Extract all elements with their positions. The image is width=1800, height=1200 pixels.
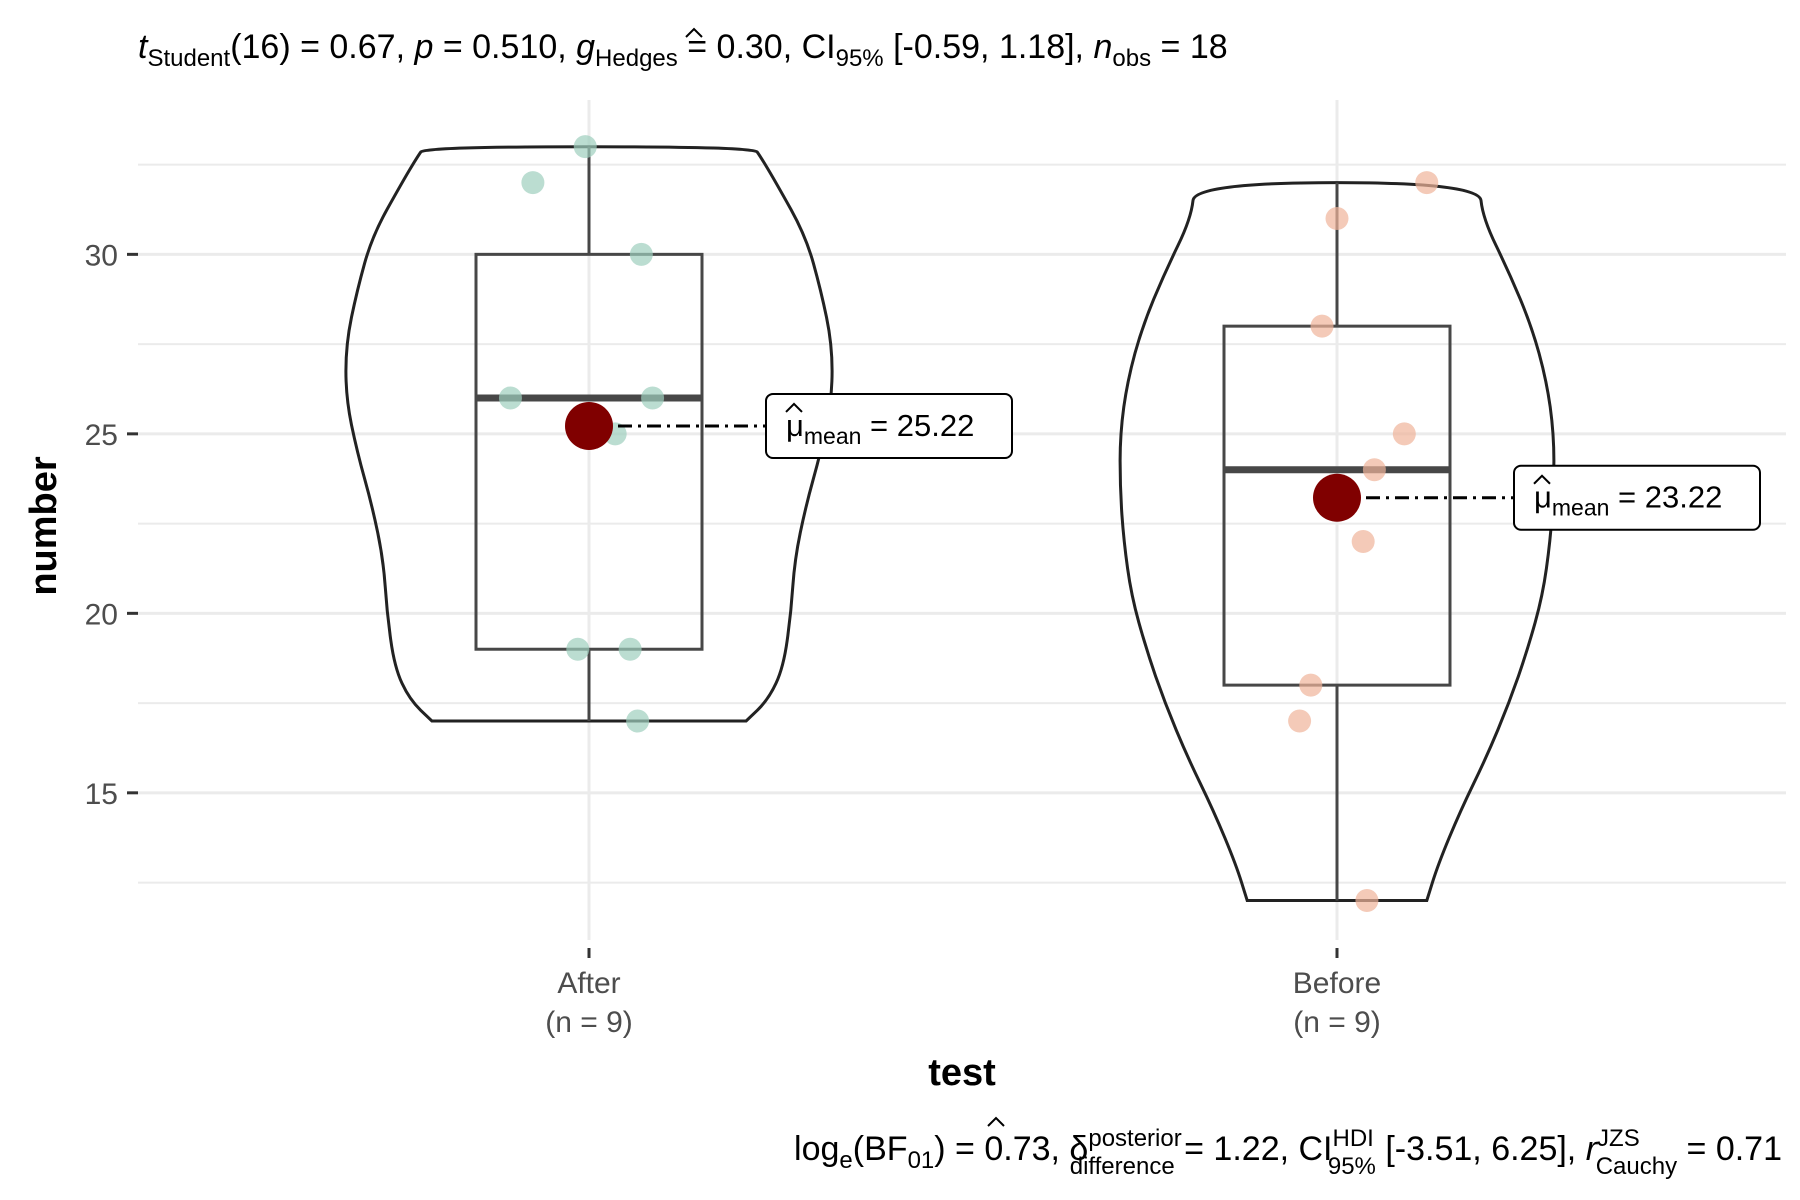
chart-subtitle: tStudent(16) = 0.67, p = 0.510, gHedges …: [138, 28, 1228, 72]
data-point: [1362, 458, 1386, 482]
data-point: [566, 637, 590, 661]
y-tick-label: 30: [85, 239, 118, 272]
data-point: [1415, 171, 1439, 195]
caption-r-sub: Cauchy: [1596, 1153, 1677, 1180]
mean-label-box: [1513, 464, 1761, 531]
subtitle-stat: t: [138, 28, 149, 66]
box-before: [1222, 324, 1452, 687]
caption-bf-sub: e: [839, 1147, 852, 1174]
y-tick-label: 25: [85, 419, 118, 452]
mean-label-box: [765, 392, 1013, 459]
subtitle-stat-sub: Student: [147, 45, 230, 72]
mu-hat-icon: [1533, 474, 1551, 485]
mean-point: [1313, 473, 1361, 522]
data-point: [1325, 206, 1349, 230]
violin-before: [1118, 181, 1556, 902]
box-layer: [474, 146, 1452, 901]
subtitle-ci-sub: 95%: [836, 45, 884, 72]
subtitle-g-sub: Hedges: [595, 45, 678, 72]
mean-label-sub: mean: [804, 423, 862, 449]
data-point: [1310, 314, 1334, 338]
data-point: [626, 709, 650, 733]
delta-hat-icon: [987, 1116, 1005, 1127]
mean-label: μmean = 23.22: [1534, 480, 1722, 521]
caption-r-val: = 0.71: [1677, 1130, 1782, 1168]
y-axis-title: number: [23, 456, 65, 596]
caption-delta-sup: posterior: [1088, 1125, 1181, 1152]
subtitle-g-val: = 0.30, CI: [678, 28, 836, 66]
subtitle-n-sub: obs: [1112, 45, 1151, 72]
caption-hdi-sub: 95%: [1328, 1153, 1376, 1180]
caption-hdi-sup: HDI: [1333, 1125, 1374, 1152]
data-point: [1299, 673, 1323, 697]
subtitle-df: (16) = 0.67,: [230, 28, 414, 66]
x-tick-n-label: (n = 9): [1293, 1006, 1381, 1039]
grid-layer: [138, 100, 1786, 940]
violin-layer: [344, 145, 1556, 902]
caption-r-sym: r: [1586, 1130, 1599, 1168]
caption-bf-val: ) = 0.73,: [934, 1130, 1069, 1168]
caption-bf: log: [794, 1130, 839, 1168]
mean-label-value: = 25.22: [861, 408, 974, 443]
x-tick-label: After: [557, 967, 620, 1000]
mean-mu-symbol: μ: [786, 408, 804, 443]
subtitle-n-sym: n: [1093, 28, 1112, 66]
data-point: [498, 386, 522, 410]
y-tick-label: 15: [85, 778, 118, 811]
caption-hdi-val: [-3.51, 6.25],: [1376, 1130, 1586, 1168]
data-point: [521, 171, 545, 195]
x-tick-label: Before: [1293, 967, 1381, 1000]
data-point: [641, 386, 665, 410]
y-tick-label: 20: [85, 598, 118, 631]
data-point: [1351, 530, 1375, 554]
mean-label-sub: mean: [1552, 495, 1610, 521]
data-point: [1392, 422, 1416, 446]
caption-delta-val: = 1.22, CI: [1175, 1130, 1333, 1168]
data-point: [1355, 889, 1379, 913]
axis-layer: 15 20 25 30 After (n = 9) Before (n = 9): [85, 239, 1382, 1039]
data-point: [618, 637, 642, 661]
caption-delta: δ: [1069, 1130, 1088, 1168]
subtitle-n-val: = 18: [1151, 28, 1228, 66]
violin-after: [344, 145, 834, 723]
x-axis-title: test: [928, 1052, 996, 1094]
caption-bf-sub2: 01: [908, 1147, 935, 1174]
chart-caption: loge(BF01) = 0.73, δposterior difference …: [794, 1125, 1782, 1180]
subtitle-ci-val: [-0.59, 1.18],: [884, 28, 1094, 66]
mu-hat-icon: [785, 402, 803, 413]
caption-bf-mid: (BF: [853, 1130, 908, 1168]
mean-point: [565, 401, 613, 450]
data-point: [573, 135, 597, 159]
g-hat-icon: [685, 27, 703, 38]
mean-mu-symbol: μ: [1534, 480, 1552, 515]
mean-label-value: = 23.22: [1609, 480, 1722, 515]
x-tick-n-label: (n = 9): [545, 1006, 633, 1039]
mean-label: μmean = 25.22: [786, 408, 974, 449]
subtitle-p-val: = 0.510,: [433, 28, 576, 66]
data-point: [629, 242, 653, 266]
subtitle-g-sym: g: [576, 28, 595, 66]
caption-delta-sub: difference: [1070, 1153, 1175, 1180]
caption-r-sup: JZS: [1597, 1125, 1640, 1152]
data-point: [1288, 709, 1312, 733]
subtitle-p-sym: p: [413, 28, 433, 66]
